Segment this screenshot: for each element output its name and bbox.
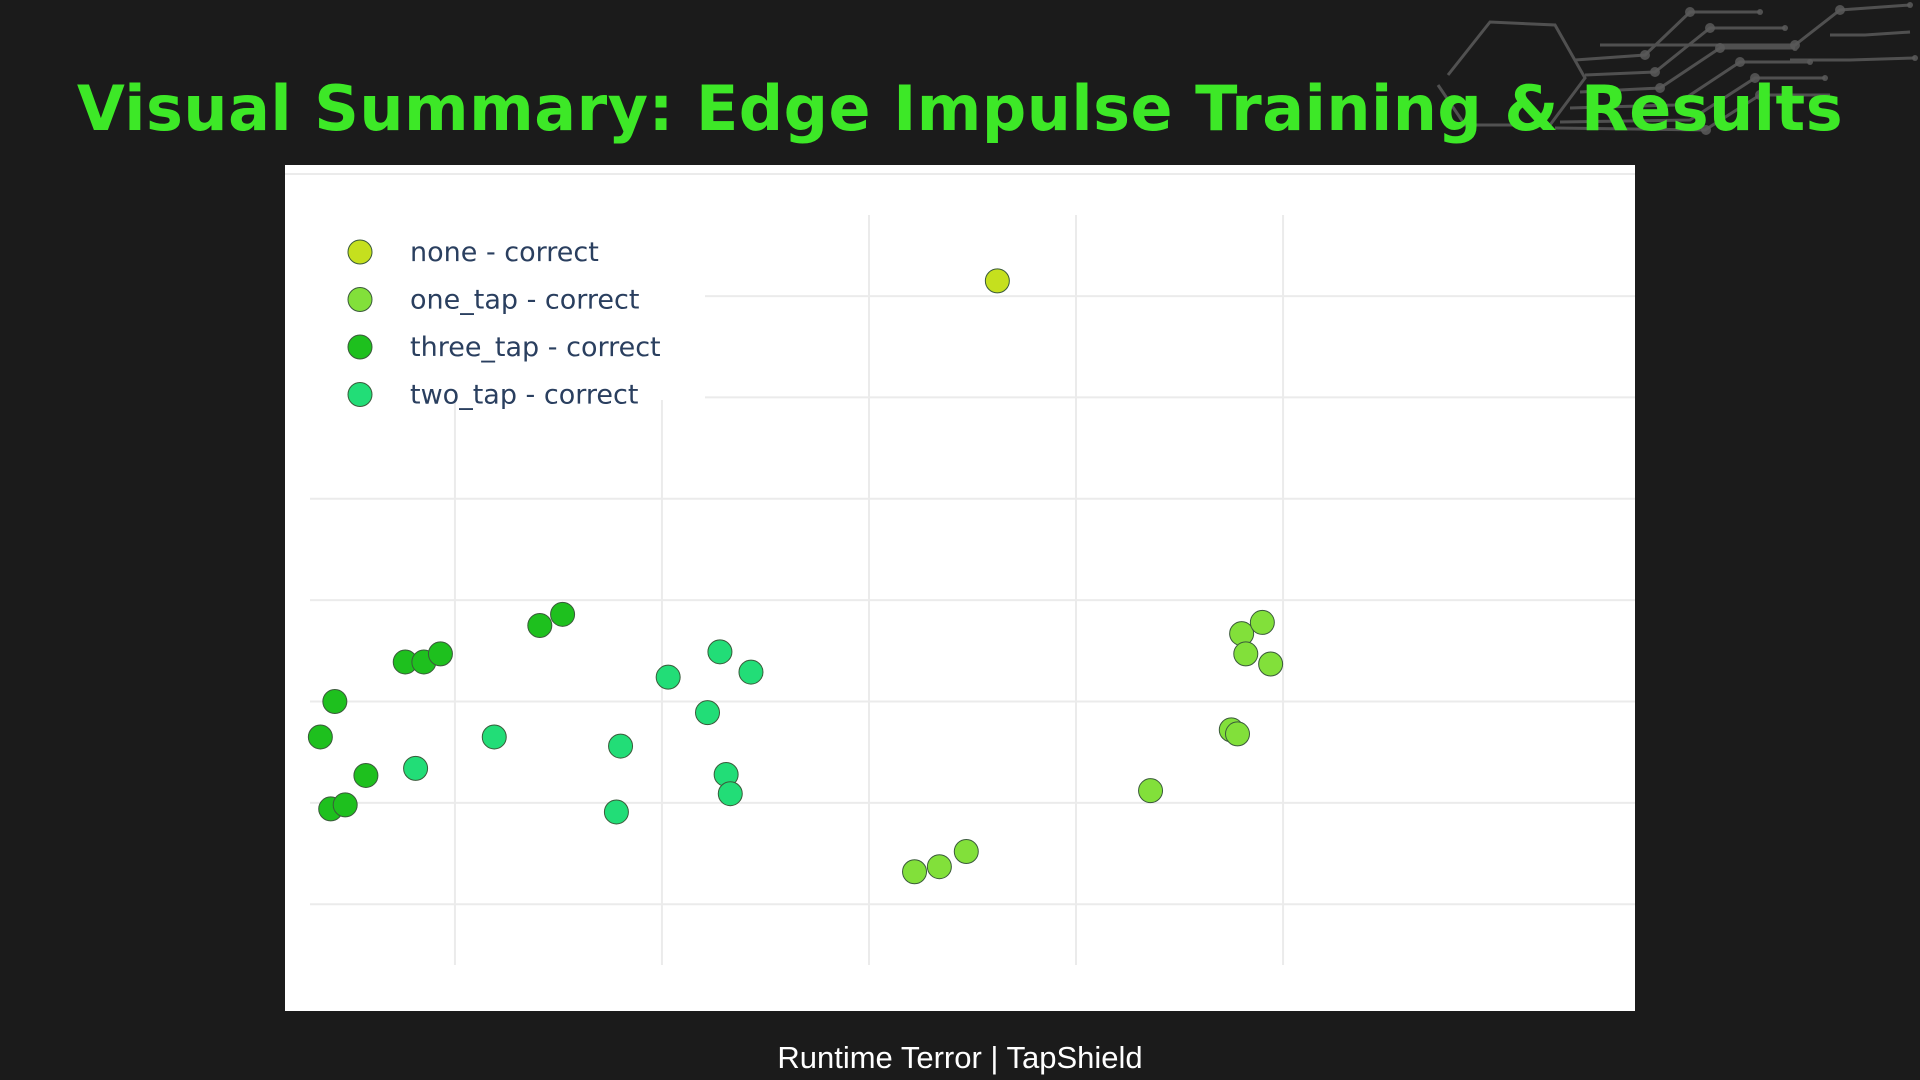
legend-marker-2[interactable] <box>347 334 373 360</box>
data-point-series3-4[interactable] <box>655 664 681 690</box>
data-point-series3-3[interactable] <box>603 799 629 825</box>
data-point-series2-4[interactable] <box>332 792 358 818</box>
data-point-series3-7[interactable] <box>738 659 764 685</box>
legend-label-0[interactable]: none - correct <box>410 237 599 268</box>
legend-marker-3[interactable] <box>347 382 373 407</box>
data-point-series3-2[interactable] <box>608 733 634 759</box>
legend-label-3[interactable]: two_tap - correct <box>410 380 638 411</box>
legend: none - correct one_tap - correct three_tap… <box>347 237 661 411</box>
data-point-series2-2[interactable] <box>353 762 379 788</box>
data-point-series2-1[interactable] <box>322 688 348 714</box>
data-point-series1-5[interactable] <box>1225 721 1250 747</box>
legend-marker-0[interactable] <box>347 239 373 265</box>
data-point-series2-0[interactable] <box>307 724 333 750</box>
circuit-board-icon <box>1436 2 1918 135</box>
chart-panel: none - correct one_tap - correct three_tap… <box>285 165 1635 1011</box>
data-point-series3-1[interactable] <box>481 724 507 750</box>
points-layer <box>307 268 1284 885</box>
legend-label-1[interactable]: one_tap - correct <box>410 285 639 316</box>
legend-marker-1[interactable] <box>347 287 373 312</box>
grid-layer <box>310 215 1635 965</box>
data-point-series3-5[interactable] <box>695 700 720 726</box>
slide-title: Visual Summary: Edge Impulse Training & … <box>76 72 1844 145</box>
scatter-chart: none - correct one_tap - correct three_tap… <box>285 173 1635 965</box>
data-point-series1-2[interactable] <box>953 838 979 864</box>
legend-label-2[interactable]: three_tap - correct <box>410 332 661 363</box>
data-point-series0-0[interactable] <box>984 268 1010 294</box>
data-point-series2-9[interactable] <box>550 601 576 627</box>
data-point-series2-7[interactable] <box>427 641 453 667</box>
data-point-series3-9[interactable] <box>717 781 743 807</box>
data-point-series1-0[interactable] <box>902 859 928 885</box>
data-point-series1-9[interactable] <box>1258 651 1284 677</box>
data-point-series1-6[interactable] <box>1229 621 1255 647</box>
data-point-series3-0[interactable] <box>403 755 429 781</box>
data-point-series1-7[interactable] <box>1233 641 1259 667</box>
data-point-series1-8[interactable] <box>1249 609 1275 635</box>
data-point-series1-3[interactable] <box>1138 778 1164 804</box>
data-point-series3-6[interactable] <box>707 639 733 665</box>
panel-top-border <box>285 173 1635 175</box>
data-point-series1-1[interactable] <box>926 854 952 880</box>
footer-text: Runtime Terror | TapShield <box>777 1040 1143 1075</box>
data-point-series2-8[interactable] <box>527 612 553 638</box>
